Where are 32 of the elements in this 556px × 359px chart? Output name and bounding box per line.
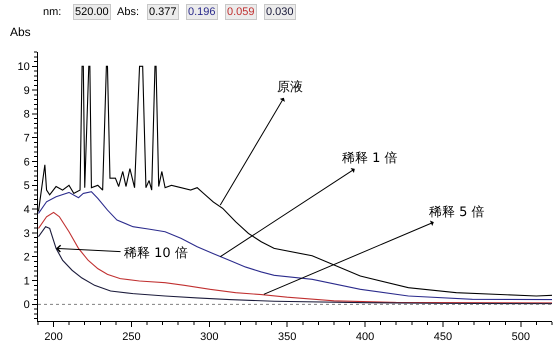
y-tick-label: 8 — [24, 108, 30, 121]
text: Abs: — [117, 6, 140, 18]
x-tick-label: 200 — [44, 331, 63, 344]
y-tick-label: 6 — [24, 156, 30, 168]
x-tick-label: 300 — [200, 331, 219, 344]
y-tick-label: 5 — [24, 180, 30, 192]
y-tick-label: 0 — [24, 299, 30, 312]
text: 0.059 — [227, 6, 255, 18]
y-tick-label: 1 — [24, 275, 30, 288]
x-tick-label: 400 — [356, 331, 374, 344]
annotation: 原液 — [277, 80, 303, 95]
annotation: 稀释 1 倍 — [342, 151, 398, 166]
y-tick-label: 2 — [24, 252, 30, 264]
line-series — [38, 191, 552, 300]
x-tick-label: 500 — [512, 331, 530, 344]
y-tick-label: 9 — [24, 84, 30, 97]
text: 0.030 — [266, 6, 294, 18]
y-axis-title: Abs — [10, 25, 31, 39]
y-tick-label: 10 — [18, 61, 30, 74]
x-tick-label: 350 — [278, 331, 296, 344]
y-tick-label: 4 — [24, 204, 30, 216]
x-tick-label: 450 — [434, 331, 452, 344]
text: 0.196 — [188, 6, 216, 18]
x-tick-label: 250 — [122, 331, 141, 344]
text: 520.00 — [75, 6, 109, 18]
annotation: 稀释 5 倍 — [429, 205, 485, 220]
text: nm: — [43, 6, 62, 18]
line-series — [38, 226, 552, 304]
text: 0.377 — [149, 6, 177, 18]
y-tick-label: 3 — [24, 228, 30, 240]
y-tick-label: 7 — [24, 132, 30, 145]
annotation: 稀释 10 倍 — [124, 246, 188, 261]
